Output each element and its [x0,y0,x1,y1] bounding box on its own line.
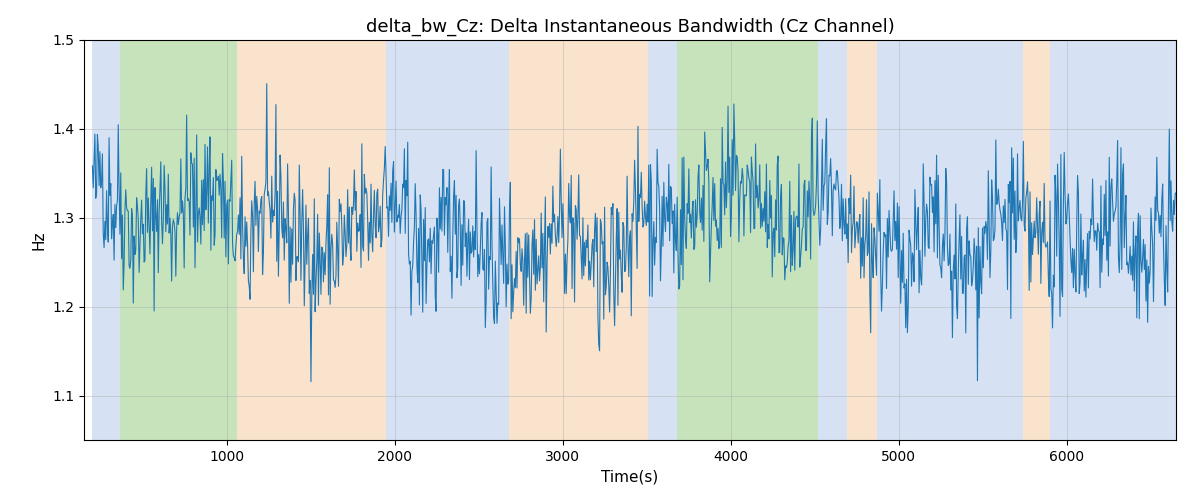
Title: delta_bw_Cz: Delta Instantaneous Bandwidth (Cz Channel): delta_bw_Cz: Delta Instantaneous Bandwid… [366,18,894,36]
Bar [677,40,818,440]
Bar [818,40,847,440]
Bar [1050,40,1176,440]
Bar [648,40,677,440]
Bar [386,40,509,440]
Y-axis label: Hz: Hz [31,230,47,250]
Bar [236,40,386,440]
Bar [877,40,1024,440]
Bar [92,40,120,440]
Bar [847,40,877,440]
Bar [120,40,236,440]
X-axis label: Time(s): Time(s) [601,470,659,484]
Bar [509,40,648,440]
Bar [1024,40,1050,440]
